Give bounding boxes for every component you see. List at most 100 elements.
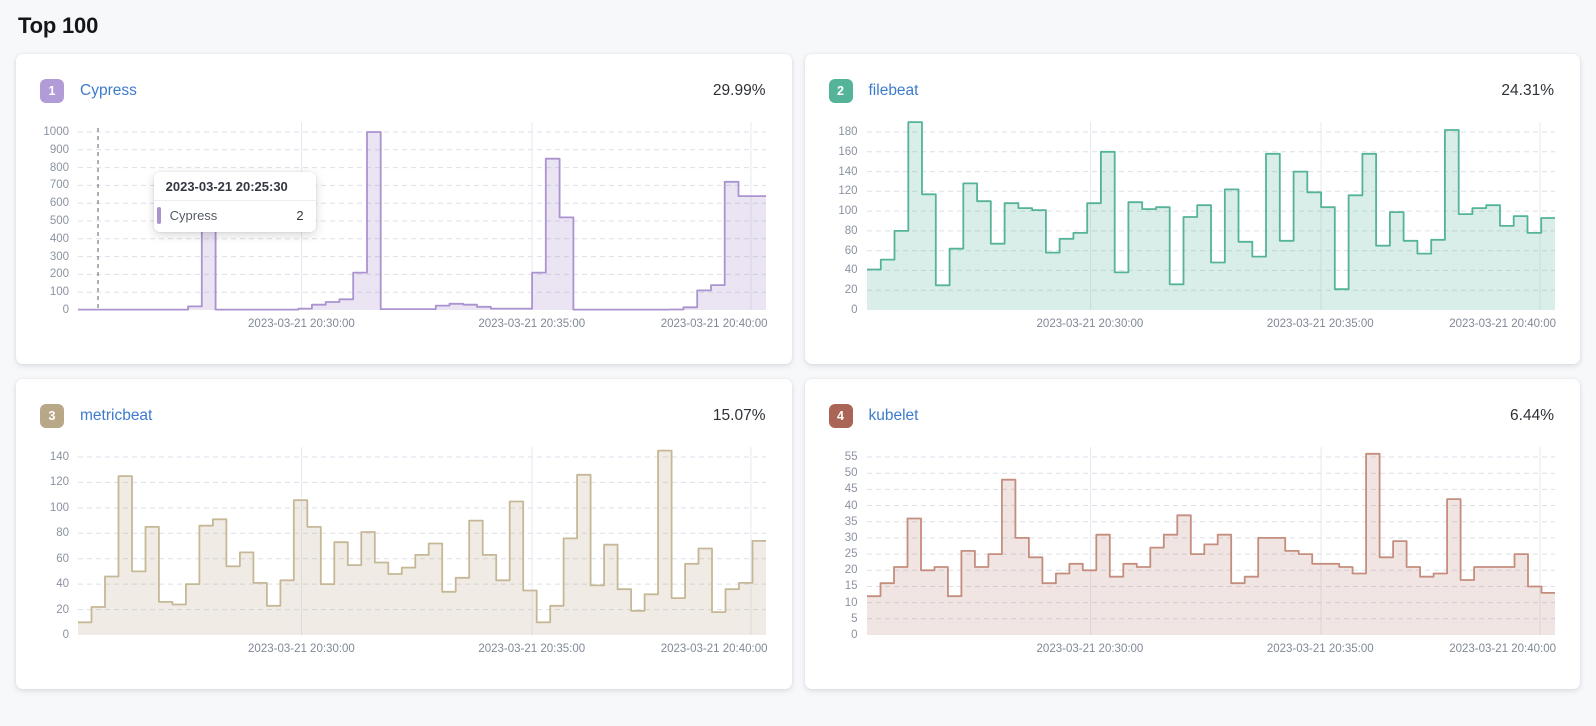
y-axis-label: 100 [49, 286, 69, 299]
rank-card: 2 filebeat 24.31% 0 20 40 60 80 100 120 140 160 1… [804, 54, 1580, 364]
y-axis-label: 200 [49, 268, 69, 281]
card-header: 3 metricbeat 15.07% [40, 403, 766, 429]
y-axis-label: 400 [49, 232, 69, 245]
y-axis-label: 160 [838, 145, 858, 158]
x-axis-label: 2023-03-21 20:40:00 [1449, 643, 1556, 655]
x-axis: 2023-03-21 20:30:00 2023-03-21 20:35:00 20… [78, 318, 768, 340]
chart-plot[interactable] [78, 445, 766, 637]
series-name-link[interactable]: Cypress [80, 82, 137, 99]
x-axis: 2023-03-21 20:30:00 2023-03-21 20:35:00 20… [867, 318, 1556, 340]
y-axis-label: 100 [838, 205, 858, 218]
series-color-marker [156, 207, 161, 224]
y-axis: 0 20 40 60 80 100 120 140 [40, 445, 78, 641]
y-axis: 0 20 40 60 80 100 120 140 160 180 [829, 120, 867, 316]
y-axis-label: 0 [62, 304, 69, 316]
series-name-link[interactable]: filebeat [868, 82, 919, 99]
percentage-value: 15.07% [712, 407, 766, 424]
y-axis-label: 60 [56, 552, 69, 565]
series-name-link[interactable]: kubelet [868, 407, 919, 424]
card-header: 2 filebeat 24.31% [828, 78, 1554, 104]
y-axis-label: 20 [844, 564, 858, 577]
x-axis-label: 2023-03-21 20:35:00 [478, 643, 586, 655]
y-axis-label: 120 [49, 476, 69, 489]
y-axis-label: 60 [844, 244, 858, 257]
step-area-chart [866, 121, 1555, 310]
y-axis-label: 80 [56, 527, 69, 540]
percentage-value: 29.99% [712, 82, 766, 99]
x-axis-label: 2023-03-21 20:30:00 [1036, 643, 1144, 655]
area-fill [78, 450, 766, 635]
y-axis-label: 0 [851, 304, 858, 316]
card-header: 4 kubelet 6.44% [828, 403, 1554, 429]
area-fill [866, 453, 1555, 635]
y-axis-label: 5 [851, 612, 858, 625]
x-axis-label: 2023-03-21 20:40:00 [660, 318, 768, 330]
y-axis-label: 140 [49, 451, 69, 463]
chart-area: 0 100 200 300 400 500 600 700 800 900 1000 2023-03… [40, 120, 766, 316]
tooltip-series-value: 2 [296, 208, 304, 223]
y-axis-label: 300 [49, 250, 69, 263]
y-axis-label: 900 [49, 143, 69, 156]
y-axis-label: 0 [851, 629, 858, 641]
area-line [866, 452, 1555, 598]
rank-badge: 4 [828, 404, 853, 428]
y-axis-label: 80 [844, 224, 858, 237]
x-axis-label: 2023-03-21 20:40:00 [660, 643, 768, 655]
y-axis-label: 25 [844, 548, 858, 561]
x-axis-label: 2023-03-21 20:30:00 [248, 643, 355, 655]
percentage-value: 24.31% [1501, 82, 1554, 99]
tooltip-series-row: Cypress 2 [154, 201, 316, 232]
y-axis-label: 55 [844, 451, 858, 463]
y-axis-label: 20 [56, 603, 69, 616]
chart-area: 0 20 40 60 80 100 120 140 160 180 [829, 120, 1555, 316]
y-axis: 0 100 200 300 400 500 600 700 800 900 1000 [40, 120, 78, 316]
x-axis-label: 2023-03-21 20:35:00 [1266, 643, 1374, 655]
y-axis-label: 30 [844, 531, 858, 544]
y-axis-label: 40 [56, 578, 69, 591]
y-axis-label: 100 [49, 501, 69, 514]
y-axis-label: 700 [49, 179, 69, 192]
y-axis-label: 35 [844, 515, 858, 528]
area-line [78, 449, 766, 624]
y-axis-label: 45 [844, 483, 858, 496]
x-axis-label: 2023-03-21 20:40:00 [1449, 318, 1556, 330]
chart-plot[interactable] [866, 120, 1555, 312]
chart-plot[interactable] [866, 445, 1555, 637]
x-axis-label: 2023-03-21 20:30:00 [248, 318, 355, 330]
step-area-chart [78, 447, 766, 635]
y-axis-label: 140 [838, 165, 858, 178]
rank-badge: 2 [828, 79, 853, 103]
tooltip-timestamp: 2023-03-21 20:25:30 [153, 172, 316, 201]
y-axis-label: 120 [838, 185, 858, 198]
y-axis-label: 10 [844, 596, 858, 609]
percentage-value: 6.44% [1510, 407, 1554, 424]
area-line [866, 121, 1555, 291]
step-area-chart [866, 447, 1555, 635]
chart-area: 0 20 40 60 80 100 120 140 [40, 445, 766, 641]
x-axis: 2023-03-21 20:30:00 2023-03-21 20:35:00 20… [78, 643, 768, 665]
series-name-link[interactable]: metricbeat [80, 407, 153, 424]
x-axis-label: 2023-03-21 20:35:00 [478, 318, 586, 330]
y-axis-label: 15 [844, 580, 858, 593]
card-header: 1 Cypress 29.99% [40, 78, 766, 104]
x-axis: 2023-03-21 20:30:00 2023-03-21 20:35:00 20… [867, 643, 1556, 665]
rank-card: 4 kubelet 6.44% 0 5 10 15 20 25 30 35 40 45 50 55 2… [804, 379, 1580, 689]
cards-grid: 1 Cypress 29.99% 0 100 200 300 400 500 600 700 8… [0, 54, 1596, 689]
chart-plot[interactable]: 2023-03-21 20:25:30 Cypress 2 [78, 120, 766, 312]
rank-badge: 1 [40, 79, 64, 103]
y-axis-label: 600 [49, 197, 69, 210]
area-line [78, 131, 766, 311]
chart-tooltip: 2023-03-21 20:25:30 Cypress 2 [153, 172, 316, 232]
y-axis-label: 20 [844, 284, 858, 297]
y-axis-label: 40 [844, 499, 858, 512]
y-axis-label: 800 [49, 161, 69, 174]
y-axis-label: 500 [49, 215, 69, 227]
rank-badge: 3 [40, 404, 64, 428]
page-title: Top 100 [18, 13, 99, 38]
x-axis-label: 2023-03-21 20:30:00 [1036, 318, 1144, 330]
y-axis-label: 0 [62, 629, 69, 641]
y-axis-label: 40 [844, 264, 858, 277]
y-axis-label: 1000 [43, 126, 69, 138]
chart-area: 0 5 10 15 20 25 30 35 40 45 50 55 [829, 445, 1555, 641]
y-axis-label: 50 [844, 467, 858, 480]
